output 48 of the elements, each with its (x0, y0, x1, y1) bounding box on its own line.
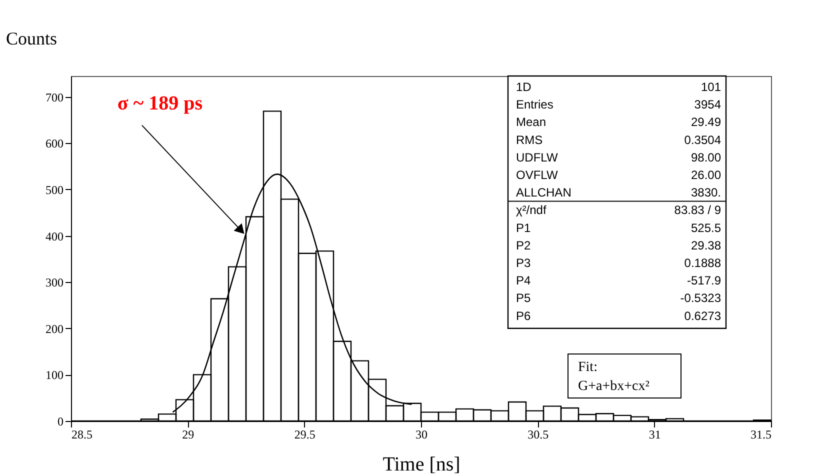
annotation: 29.38 (690, 238, 722, 252)
annotation: P4 (516, 274, 532, 288)
annotation: G+a+bx+cx² (578, 379, 650, 394)
y-tick-label: 600 (46, 136, 64, 151)
annotation: -517.9 (686, 274, 722, 288)
x-tick-label: 28.5 (72, 428, 92, 442)
annotation: 29.49 (690, 115, 722, 130)
annotation: 0.6273 (684, 308, 722, 323)
annotation: 26.00 (690, 168, 722, 182)
annotation: P6 (516, 308, 532, 323)
annotation: P3 (516, 256, 532, 270)
annotation: 3830. (690, 186, 721, 200)
x-tick-label: 31 (648, 428, 661, 442)
y-tick-label: 700 (46, 90, 64, 104)
y-tick-label: 0 (58, 414, 64, 428)
y-tick-label: 200 (46, 322, 64, 336)
annotation: Entries (516, 98, 554, 112)
annotation: Fit: (578, 360, 598, 375)
annotation: 3954 (694, 98, 722, 112)
annotation: σ ~ 189 ps (117, 92, 203, 114)
annotation: 83.83 / 9 (674, 203, 722, 218)
x-tick-label: 29.5 (294, 428, 316, 442)
y-tick-label: 300 (46, 276, 64, 290)
annotation: RMS (516, 132, 543, 147)
y-axis-title: Counts (6, 28, 58, 48)
annotation: χ²/ndf (516, 203, 547, 218)
x-tick-label: 31.5 (750, 428, 772, 442)
y-tick-label: 400 (46, 229, 64, 244)
annotation: OVFLW (516, 168, 558, 182)
annotation: UDFLW (516, 150, 558, 164)
annotation: 525.5 (690, 220, 722, 235)
annotation: 1D (516, 80, 532, 94)
annotation: Mean (516, 115, 546, 130)
x-tick-label: 29 (182, 428, 194, 442)
y-tick-label: 100 (46, 368, 64, 382)
annotation: 0.1888 (684, 256, 722, 270)
annotation: ALLCHAN (516, 186, 572, 200)
annotation: P5 (516, 291, 532, 306)
x-tick-label: 30.5 (528, 428, 549, 442)
annotation: 98.00 (690, 150, 722, 164)
x-axis-title: Time [ns] (382, 454, 460, 476)
y-tick-label: 500 (46, 182, 64, 197)
annotation: P1 (516, 220, 532, 235)
annotation: -0.5323 (680, 291, 722, 306)
annotation: P2 (516, 238, 532, 252)
annotation: 0.3504 (684, 132, 722, 147)
annotation: 101 (700, 80, 722, 94)
x-tick-label: 30 (416, 428, 428, 442)
